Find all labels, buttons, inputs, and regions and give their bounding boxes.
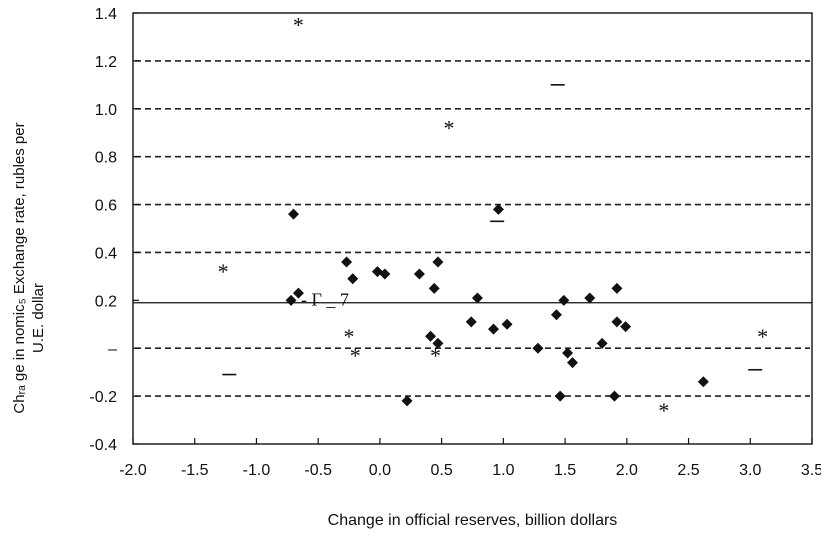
x-tick-label: -1.0	[243, 462, 271, 479]
data-point-diamond	[566, 357, 578, 369]
data-point-diamond	[501, 318, 513, 330]
data-point-diamond	[487, 323, 499, 335]
data-point-asterisk: *	[293, 13, 304, 38]
x-tick-label: 3.0	[739, 462, 761, 479]
data-point-diamond	[584, 292, 596, 304]
y-tick-label: 1.4	[95, 6, 117, 23]
y-tick-label: 0.2	[95, 293, 117, 310]
data-point-asterisk: *	[350, 343, 361, 368]
data-point-diamond	[465, 316, 477, 328]
data-point-diamond	[347, 273, 359, 285]
x-tick-label: 2.0	[616, 462, 638, 479]
y-axis-ticks: 1.4 1.2 1.0 0.8 0.6 0.4 0.2 – -0.2 -0.4	[89, 6, 139, 454]
x-tick-label: 1.5	[554, 462, 576, 479]
data-point-diamond	[550, 309, 562, 321]
data-point-diamond	[608, 390, 620, 402]
data-point-diamond	[620, 321, 632, 333]
y-axis-label: Chᵣₐ ge in nomic₅ Exchange rate, rubles …	[11, 122, 47, 413]
data-point-diamond	[558, 294, 570, 306]
data-point-diamond	[287, 208, 299, 220]
data-point-diamond	[562, 347, 574, 359]
x-tick-label: 3.5	[801, 462, 821, 479]
y-axis-label-line-2: U.E. dollar	[30, 283, 47, 353]
x-axis-ticks: -2.0 -1.5 -1.0 -0.5 0.0 0.5 1.0 1.5 2.0 2.5 3.0 3.5	[119, 438, 821, 479]
series-diamond	[285, 203, 709, 407]
data-point-asterisk: *	[658, 398, 669, 423]
x-axis-label: Change in official reserves, billion dol…	[328, 512, 618, 529]
data-point-diamond	[697, 376, 709, 388]
data-point-diamond	[471, 292, 483, 304]
data-point-asterisk: *	[444, 116, 455, 141]
y-tick-label: 0.6	[95, 198, 117, 215]
y-tick-label: 0.8	[95, 150, 117, 167]
y-tick-label: -0.4	[89, 437, 117, 454]
x-tick-label: 1.0	[492, 462, 514, 479]
series-asterisk: **** ****	[218, 13, 768, 424]
y-axis-label-line-1: Chᵣₐ ge in nomic₅ Exchange rate, rubles …	[11, 122, 28, 413]
data-point-diamond	[341, 256, 353, 268]
x-tick-label: -1.5	[181, 462, 209, 479]
data-point-diamond	[285, 294, 297, 306]
plot-frame	[132, 12, 813, 445]
data-point-diamond	[425, 330, 437, 342]
x-tick-label: 0.5	[431, 462, 453, 479]
y-tick-label: 1.2	[95, 54, 117, 71]
data-point-diamond	[401, 395, 413, 407]
x-tick-label: -2.0	[119, 462, 147, 479]
y-tick-label: –	[108, 341, 117, 358]
data-point-diamond	[432, 256, 444, 268]
data-point-diamond	[532, 342, 544, 354]
x-tick-label: 0.0	[369, 462, 391, 479]
data-point-asterisk: *	[344, 324, 355, 349]
data-point-diamond	[428, 282, 440, 294]
data-point-diamond	[379, 268, 391, 280]
data-point-asterisk: *	[218, 259, 229, 284]
y-tick-label: 0.4	[95, 245, 117, 262]
data-point-asterisk: *	[757, 324, 768, 349]
y-tick-label: 1.0	[95, 102, 117, 119]
gridlines	[135, 60, 810, 397]
data-point-asterisk: *	[430, 343, 441, 368]
series-dash	[222, 84, 763, 376]
data-point-diamond	[432, 337, 444, 349]
data-point-diamond	[292, 287, 304, 299]
annotation-text: - Γ _ 7	[301, 289, 349, 309]
data-point-diamond	[611, 282, 623, 294]
data-point-diamond	[492, 203, 504, 215]
data-point-diamond	[596, 337, 608, 349]
data-point-diamond	[413, 268, 425, 280]
data-point-diamond	[554, 390, 566, 402]
x-tick-label: 2.5	[677, 462, 699, 479]
y-tick-label: -0.2	[89, 389, 117, 406]
data-point-diamond	[611, 316, 623, 328]
x-tick-label: -0.5	[304, 462, 332, 479]
